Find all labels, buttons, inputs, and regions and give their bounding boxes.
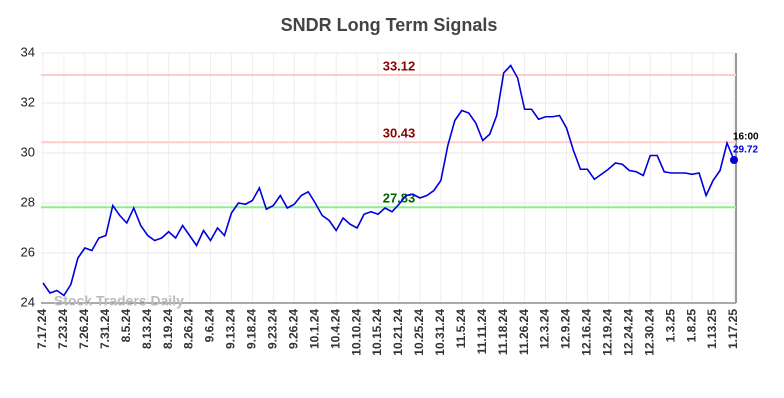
x-tick-label: 8.13.24 <box>140 309 154 349</box>
price-line <box>42 64 735 297</box>
x-tick-label: 9.18.24 <box>245 309 259 349</box>
y-tick-label: 28 <box>21 194 35 209</box>
level-label: 30.43 <box>383 126 416 141</box>
x-tick-label: 12.19.24 <box>601 309 615 356</box>
x-tick-label: 11.18.24 <box>496 309 510 355</box>
x-tick-label: 12.9.24 <box>559 309 573 349</box>
x-tick-label: 10.25.24 <box>412 309 426 356</box>
x-tick-label: 1.8.25 <box>684 309 698 343</box>
x-tick-label: 10.15.24 <box>370 309 384 356</box>
x-tick-label: 12.3.24 <box>538 309 552 349</box>
y-tick-label: 30 <box>21 144 35 159</box>
x-tick-label: 12.16.24 <box>580 309 594 356</box>
y-tick-label: 26 <box>21 244 35 259</box>
x-tick-label: 7.26.24 <box>77 309 91 349</box>
x-tick-label: 8.26.24 <box>182 309 196 349</box>
x-tick-label: 12.30.24 <box>642 309 656 356</box>
x-tick-label: 10.31.24 <box>433 309 447 356</box>
x-tick-label: 10.4.24 <box>328 309 342 349</box>
x-tick-label: 8.5.24 <box>119 309 133 343</box>
x-tick-label: 9.6.24 <box>203 309 217 343</box>
x-tick-label: 7.31.24 <box>98 309 112 349</box>
y-tick-label: 32 <box>21 94 35 109</box>
y-tick-label: 34 <box>21 44 35 59</box>
x-tick-label: 7.17.24 <box>35 309 49 349</box>
x-tick-label: 9.26.24 <box>286 309 300 349</box>
last-time-label: 16:00 <box>733 132 759 143</box>
x-tick-label: 11.26.24 <box>517 309 531 355</box>
x-tick-label: 9.23.24 <box>266 309 280 349</box>
x-tick-label: 1.17.25 <box>726 309 740 349</box>
x-tick-label: 12.24.24 <box>621 309 635 356</box>
last-value-label: 29.72 <box>733 145 758 156</box>
x-tick-label: 9.13.24 <box>224 309 238 349</box>
chart-title: SNDR Long Term Signals <box>281 15 498 35</box>
last-point <box>730 156 738 164</box>
x-tick-label: 7.23.24 <box>56 309 70 349</box>
x-tick-label: 1.13.25 <box>705 309 719 349</box>
x-tick-label: 10.10.24 <box>349 309 363 356</box>
level-label: 33.12 <box>383 58 416 73</box>
watermark: Stock Traders Daily <box>54 293 184 309</box>
x-tick-label: 1.3.25 <box>663 309 677 343</box>
x-tick-label: 11.5.24 <box>454 309 468 349</box>
level-label: 27.83 <box>383 191 416 206</box>
x-tick-label: 10.21.24 <box>391 309 405 356</box>
x-tick-label: 8.19.24 <box>161 309 175 349</box>
x-tick-label: 10.1.24 <box>307 309 321 349</box>
x-tick-label: 11.11.24 <box>475 309 489 355</box>
y-tick-label: 24 <box>21 294 35 309</box>
